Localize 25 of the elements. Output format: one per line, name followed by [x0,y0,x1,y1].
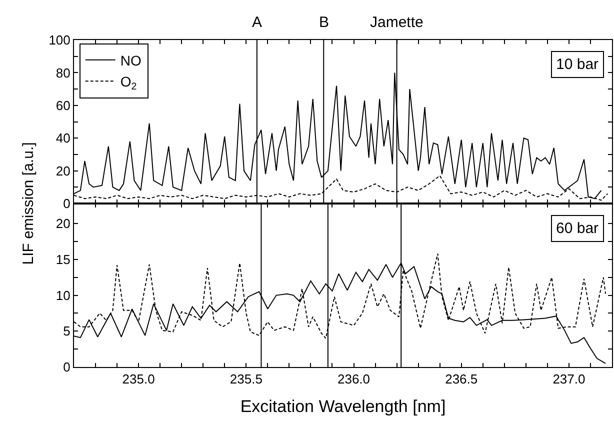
y-tick-label: 0 [63,196,70,212]
y-tick-label: 5 [63,324,70,339]
annotation: 10 bar [556,56,599,73]
ref-line-label: B [319,14,330,31]
y-tick-label: 20 [56,163,70,178]
y-tick-label: 60 [56,98,70,113]
x-tick-label: 235.0 [122,372,155,387]
y-tick-label: 0 [63,360,70,375]
y-tick-label: 20 [56,216,70,232]
x-tick-label: 236.0 [337,372,370,387]
ref-line-label: A [252,14,262,31]
x-tick-label: 235.5 [230,372,262,387]
y-tick-label: 40 [56,130,70,146]
y-tick-label: 10 [56,288,70,303]
ref-line-label: Jamette [370,14,424,31]
legend-label: NO [120,52,142,68]
x-tick-label: 236.5 [445,372,478,387]
annotation: 60 bar [556,220,599,237]
y-tick-label: 15 [56,252,70,267]
y-tick-label: 100 [48,32,70,48]
x-axis-title: Excitation Wavelength [nm] [240,397,446,416]
x-tick-label: 237.0 [552,372,586,387]
y-axis-title: LIF emission [a.u.] [20,142,37,265]
y-tick-label: 80 [56,65,70,80]
legend-label: O$_{2}$ [120,74,137,92]
